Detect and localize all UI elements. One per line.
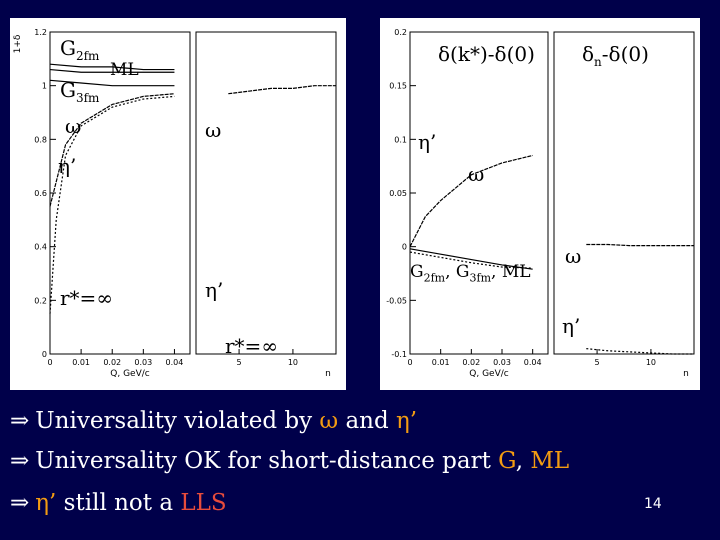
series-G3fm [49, 79, 175, 87]
label-eta-right: η’ [205, 278, 224, 302]
bullet-2: ⇒ Universality OK for short-distance part… [10, 448, 570, 474]
label-g2fm: G2fm [60, 36, 100, 63]
label-omega-right: ω [205, 118, 222, 142]
x-axis-label-n: n [325, 369, 331, 379]
y-tick-label: -0.1 [391, 350, 407, 359]
label-omega-n: ω [565, 244, 582, 268]
x-tick-label-k: 0.02 [103, 358, 121, 367]
series-omega_n [586, 243, 694, 247]
y-tick-label: 0.8 [34, 135, 47, 144]
label-title-k: δ(k*)-δ(0) [438, 42, 535, 66]
series-omega_n [228, 85, 336, 95]
label-rinf-2: r*=∞ [225, 334, 278, 358]
series-omega [49, 93, 175, 207]
y-tick-label: 0.05 [389, 189, 407, 198]
y-axis-label: 1+δ [13, 34, 23, 53]
label-omega-k: ω [468, 162, 485, 186]
right-chart-panel: -0.1 -0.05 0 0.05 0.1 0.15 0.2 0 0.01 0.02 0.03 0.0… [380, 18, 700, 390]
y-tick-label: 0 [402, 243, 407, 252]
y-tick-label: 0 [42, 350, 47, 359]
x-tick-label-k: 0.01 [432, 358, 450, 367]
x-tick-label-k: 0.02 [462, 358, 480, 367]
x-tick-label-k: 0.04 [524, 358, 542, 367]
label-g-group: G2fm, G3fm, ML [410, 262, 531, 285]
y-tick-label: 0.6 [34, 189, 47, 198]
series-ML [49, 68, 175, 73]
right-chart: -0.1 -0.05 0 0.05 0.1 0.15 0.2 0 0.01 0.02 0.03 0.0… [386, 28, 695, 379]
left-chart-panel: 0 0.2 0.4 0.6 0.8 1 1.2 0 0.01 0.02 0.03 0.04 5 10 Q, … [10, 18, 346, 390]
y-tick-label: 1.2 [34, 28, 47, 37]
x-axis-label-k: Q, GeV/c [110, 369, 150, 379]
x-tick-label-k: 0.03 [493, 358, 511, 367]
label-title-n: δn-δ(0) [582, 42, 649, 69]
label-g3fm: G3fm [60, 78, 100, 105]
series-eta_prime [49, 95, 175, 314]
bullet-3: ⇒ η’ still not a LLS [10, 490, 227, 516]
left-chart: 0 0.2 0.4 0.6 0.8 1 1.2 0 0.01 0.02 0.03 0.04 5 10 Q, … [13, 28, 337, 379]
label-eta-k: η’ [418, 130, 437, 154]
x-tick-label-k: 0.03 [134, 358, 152, 367]
x-tick-label-k: 0 [407, 358, 412, 367]
bullet-1: ⇒ Universality violated by ω and η’ [10, 408, 418, 434]
y-tick-label: -0.05 [386, 296, 407, 305]
series-eta_prime [409, 251, 533, 269]
label-rinf: r*=∞ [60, 286, 113, 310]
x-tick-label-n: 10 [646, 358, 656, 367]
page-number: 14 [644, 496, 662, 512]
label-ml: ML [110, 60, 139, 80]
x-tick-label-k: 0 [47, 358, 52, 367]
x-tick-label-n: 10 [288, 358, 298, 367]
label-eta-n: η’ [562, 314, 581, 338]
y-tick-label: 0.2 [394, 28, 407, 37]
label-omega-left: ω [65, 114, 82, 138]
plot-frame-k [409, 31, 549, 355]
label-eta-left: η’ [58, 154, 77, 178]
series-eta_n [586, 348, 694, 355]
y-tick-label: 0.15 [389, 82, 407, 91]
x-axis-label-n: n [683, 369, 689, 379]
plot-frame-n [553, 31, 695, 355]
series-G2fm [49, 63, 175, 71]
x-tick-label-k: 0.01 [72, 358, 90, 367]
y-tick-label: 0.4 [34, 243, 47, 252]
y-tick-label: 0.2 [34, 296, 47, 305]
plot-frame-n [195, 31, 337, 355]
series-G_ML [409, 248, 533, 270]
x-axis-label-k: Q, GeV/c [469, 369, 509, 379]
series-omega [409, 154, 533, 247]
x-tick-label-n: 5 [237, 358, 242, 367]
y-tick-label: 0.1 [394, 135, 407, 144]
y-tick-label: 1 [42, 82, 47, 91]
x-tick-label-n: 5 [595, 358, 600, 367]
x-tick-label-k: 0.04 [166, 358, 184, 367]
